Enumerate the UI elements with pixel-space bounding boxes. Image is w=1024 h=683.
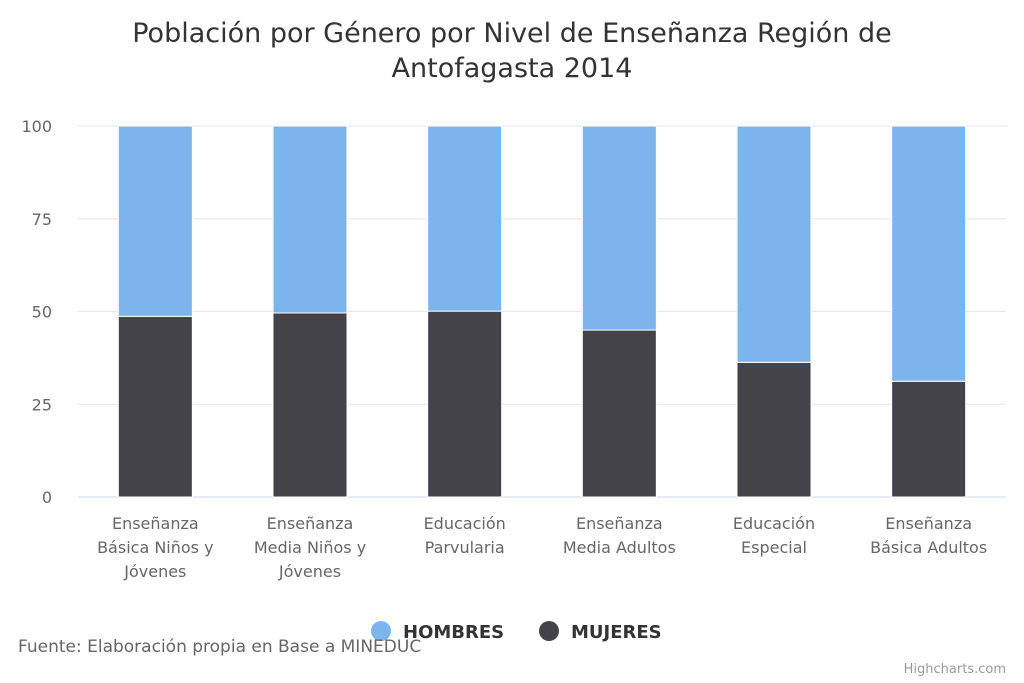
chart-title: Población por Género por Nivel de Enseña… (132, 18, 892, 84)
x-category-label: Enseñanza (267, 514, 354, 533)
chart-title-line-2: Antofagasta 2014 (392, 53, 633, 84)
bars (117, 125, 967, 498)
x-category-label: Media Adultos (563, 538, 676, 557)
legend-label-hombres[interactable]: HOMBRES (403, 622, 504, 643)
bar-hombres-4[interactable] (736, 125, 812, 363)
bar-mujeres-4[interactable] (736, 361, 812, 498)
y-tick-label: 25 (32, 395, 52, 414)
x-category-label: Educación (733, 514, 815, 533)
bar-hombres-2[interactable] (427, 125, 503, 312)
x-category-label: Media Niños y (254, 538, 366, 557)
x-category-label: Básica Niños y (97, 538, 213, 557)
bar-mujeres-2[interactable] (427, 310, 503, 498)
bar-hombres-1[interactable] (272, 125, 348, 314)
x-category-label: Enseñanza (112, 514, 199, 533)
highcharts-credit[interactable]: Highcharts.com (904, 662, 1006, 677)
x-category-label: Jóvenes (123, 562, 186, 581)
y-tick-label: 75 (32, 210, 52, 229)
x-category-label: Enseñanza (576, 514, 663, 533)
bar-mujeres-3[interactable] (581, 329, 657, 498)
source-note: Fuente: Elaboración propia en Base a MIN… (18, 637, 421, 657)
y-axis-labels: 0 25 50 75 100 (21, 117, 52, 507)
bar-hombres-3[interactable] (581, 125, 657, 331)
bar-hombres-0[interactable] (117, 125, 193, 317)
y-tick-label: 50 (32, 303, 52, 322)
x-category-label: Educación (424, 514, 506, 533)
x-category-label: Básica Adultos (870, 538, 987, 557)
legend: HOMBRES MUJERES (371, 621, 662, 643)
bar-mujeres-1[interactable] (272, 312, 348, 498)
legend-label-mujeres[interactable]: MUJERES (571, 622, 662, 643)
x-axis-labels: Enseñanza Básica Niños y Jóvenes Enseñanza M… (97, 514, 987, 581)
x-category-label: Jóvenes (278, 562, 341, 581)
x-category-label: Enseñanza (885, 514, 972, 533)
legend-marker-mujeres[interactable] (539, 621, 559, 641)
bar-mujeres-5[interactable] (891, 380, 967, 498)
bar-mujeres-0[interactable] (117, 315, 193, 498)
x-category-label: Parvularia (425, 538, 505, 557)
grid-lines (78, 125, 1006, 498)
y-tick-label: 0 (42, 488, 52, 507)
y-tick-label: 100 (21, 117, 52, 136)
bar-hombres-5[interactable] (891, 125, 967, 382)
legend-marker-hombres[interactable] (371, 621, 391, 641)
x-category-label: Especial (741, 538, 807, 557)
chart-title-line-1: Población por Género por Nivel de Enseña… (132, 18, 892, 49)
